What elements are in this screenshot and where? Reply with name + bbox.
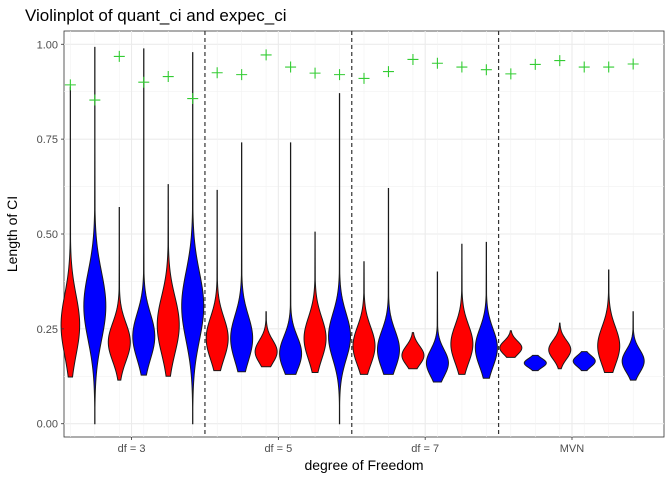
plus-marker bbox=[505, 68, 517, 80]
quant_ci-violin bbox=[303, 231, 327, 373]
plus-marker bbox=[578, 61, 590, 73]
x-tick-label: df = 3 bbox=[118, 443, 146, 455]
expec_ci-violin bbox=[83, 46, 107, 425]
plus-marker bbox=[260, 49, 272, 61]
expec_ci-violin bbox=[572, 351, 596, 372]
expec_ci-violin bbox=[376, 187, 400, 375]
x-axis-title: degree of Freedom bbox=[304, 457, 423, 473]
plus-marker bbox=[89, 94, 101, 106]
plus-marker bbox=[211, 67, 223, 79]
expec_ci-violin bbox=[425, 271, 449, 383]
y-axis-title: Length of CI bbox=[4, 196, 20, 272]
quant_ci-violin bbox=[597, 269, 621, 373]
plus-marker bbox=[382, 66, 394, 78]
plus-marker bbox=[358, 72, 370, 84]
plus-marker bbox=[187, 93, 199, 105]
plus-markers bbox=[64, 49, 639, 106]
plus-marker bbox=[285, 61, 297, 73]
expec_ci-violin bbox=[132, 48, 156, 376]
x-axis-ticks: df = 3 df = 5 df = 7 MVN bbox=[118, 437, 585, 455]
expec_ci-violin bbox=[181, 52, 205, 425]
expec_ci-violin bbox=[474, 241, 498, 379]
plus-marker bbox=[162, 71, 174, 83]
plus-marker bbox=[334, 69, 346, 81]
plus-marker bbox=[480, 64, 492, 76]
plus-marker bbox=[529, 58, 541, 70]
quant_ci-violin bbox=[107, 206, 131, 381]
quant_ci-violin bbox=[499, 330, 523, 358]
plus-marker bbox=[554, 55, 566, 67]
y-tick-label: 0.00 bbox=[37, 419, 58, 431]
chart-title: Violinplot of quant_ci and expec_ci bbox=[25, 6, 286, 25]
quant_ci-violin bbox=[205, 189, 229, 372]
expec_ci-violin bbox=[230, 142, 254, 373]
quant_ci-violin bbox=[156, 184, 180, 377]
x-tick-label: df = 5 bbox=[264, 443, 292, 455]
plus-marker bbox=[64, 79, 76, 91]
plus-marker bbox=[603, 61, 615, 73]
violins bbox=[60, 46, 645, 425]
quant_ci-violin bbox=[254, 311, 278, 368]
expec_ci-violin bbox=[328, 93, 352, 425]
quant_ci-violin bbox=[401, 332, 425, 370]
x-tick-label: MVN bbox=[560, 443, 585, 455]
plus-marker bbox=[138, 76, 150, 88]
expec_ci-violin bbox=[621, 311, 645, 381]
plus-marker bbox=[456, 61, 468, 73]
y-tick-label: 0.50 bbox=[37, 229, 58, 241]
gridlines bbox=[64, 31, 664, 437]
x-tick-label: df = 7 bbox=[411, 443, 439, 455]
y-tick-label: 0.75 bbox=[37, 134, 58, 146]
quant_ci-violin bbox=[352, 261, 376, 375]
expec_ci-violin bbox=[279, 142, 303, 375]
plus-marker bbox=[431, 57, 443, 69]
plus-marker bbox=[113, 50, 125, 62]
quant_ci-violin bbox=[548, 322, 572, 370]
plus-marker bbox=[309, 67, 321, 79]
y-tick-label: 1.00 bbox=[37, 39, 58, 51]
group-separators bbox=[204, 31, 500, 437]
plus-marker bbox=[407, 53, 419, 65]
plus-marker bbox=[627, 58, 639, 70]
y-axis-ticks: 0.00 0.25 0.50 0.75 1.00 bbox=[37, 39, 64, 431]
plus-marker bbox=[236, 69, 248, 81]
y-tick-label: 0.25 bbox=[37, 324, 58, 336]
expec_ci-violin bbox=[523, 354, 547, 372]
quant_ci-violin bbox=[450, 243, 474, 375]
